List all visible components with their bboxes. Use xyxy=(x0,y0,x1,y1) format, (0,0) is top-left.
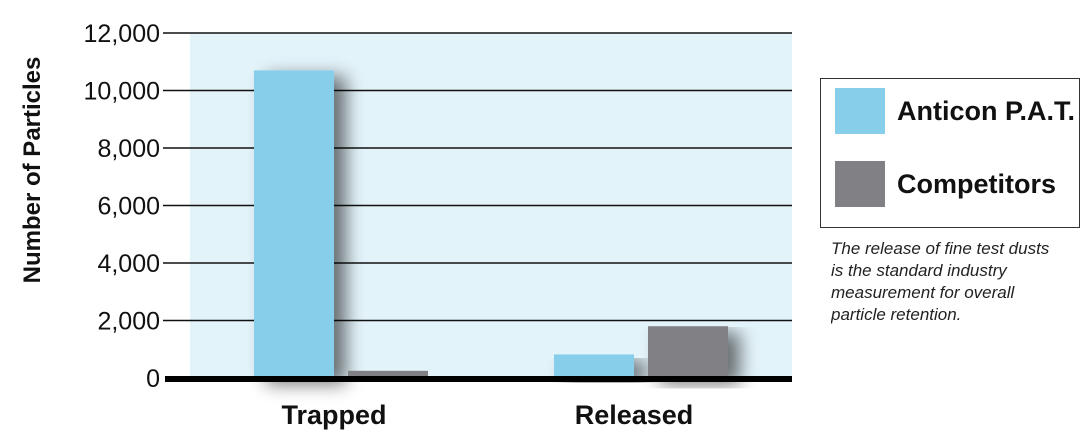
legend-item-anticon: Anticon P.A.T. xyxy=(835,88,1075,134)
y-tick-label: 0 xyxy=(146,365,160,393)
y-axis-label: Number of Particles xyxy=(19,57,46,284)
y-tick-label: 6,000 xyxy=(97,193,160,221)
x-category-label: Released xyxy=(575,400,694,430)
legend-label-competitors: Competitors xyxy=(897,168,1057,199)
y-tick-label: 10,000 xyxy=(84,78,160,106)
y-tick-label: 4,000 xyxy=(97,250,160,278)
bar-released-competitors xyxy=(648,326,728,378)
bar-trapped-competitors xyxy=(348,370,428,378)
legend-swatch-anticon xyxy=(835,88,885,134)
legend-item-competitors: Competitors xyxy=(835,161,1056,207)
note-line: particle retention. xyxy=(831,305,962,324)
legend-swatch-competitors xyxy=(835,161,885,207)
note-line: The release of fine test dusts xyxy=(831,239,1050,258)
x-axis-line xyxy=(165,376,792,382)
note-line: is the standard industry xyxy=(831,261,1007,280)
bar-chart: 0 2,000 4,000 6,000 8,000 10,000 12,000 Trappe… xyxy=(19,20,792,430)
x-category-labels: Trapped Released xyxy=(281,400,693,430)
y-tick-label: 2,000 xyxy=(97,308,160,336)
bar-released-anticon xyxy=(554,354,634,378)
y-tick-labels: 0 2,000 4,000 6,000 8,000 10,000 12,000 xyxy=(84,20,160,393)
chart-note: The release of fine test dusts is the st… xyxy=(831,238,1079,326)
legend: Anticon P.A.T. Competitors xyxy=(820,78,1080,228)
y-tick-label: 12,000 xyxy=(84,20,160,48)
x-category-label: Trapped xyxy=(281,400,386,430)
bar-trapped-anticon xyxy=(254,70,334,378)
note-line: measurement for overall xyxy=(831,283,1015,302)
bars xyxy=(254,70,728,378)
y-tick-label: 8,000 xyxy=(97,135,160,163)
legend-label-anticon: Anticon P.A.T. xyxy=(897,95,1076,126)
